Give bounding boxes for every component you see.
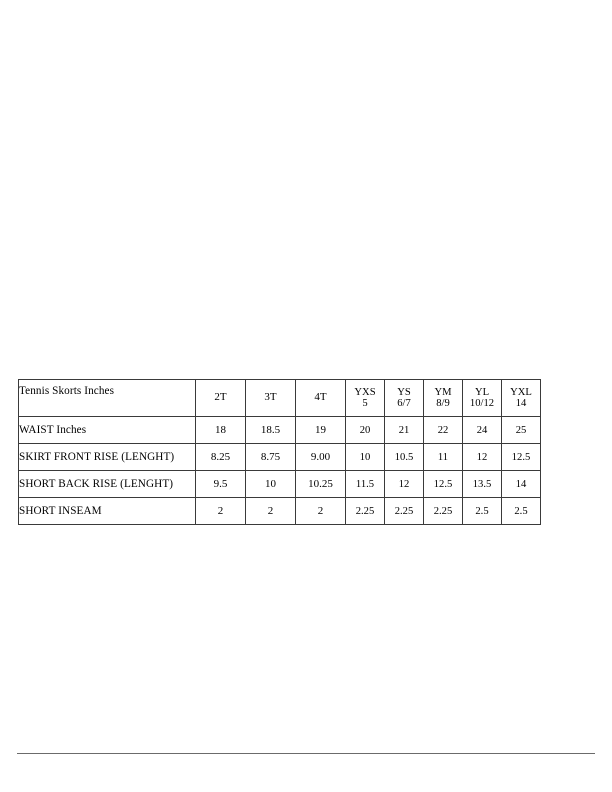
table-cell: 24: [462, 416, 502, 444]
table-row: WAIST Inches 18 18.5 19 20 21 22 24 25: [18, 416, 541, 444]
table-cell: 10: [245, 470, 296, 498]
column-header-2t: 2T: [195, 379, 246, 417]
table-cell: 12.5: [501, 443, 541, 471]
table-cell: 20: [345, 416, 385, 444]
size-number: 8/9: [436, 398, 450, 409]
table-row: SKIRT FRONT RISE (LENGHT) 8.25 8.75 9.00…: [18, 443, 541, 471]
column-header-yxl: YXL 14: [501, 379, 541, 417]
table-cell: 2.25: [384, 497, 424, 525]
row-label: SKIRT FRONT RISE (LENGHT): [18, 443, 196, 471]
size-chart-container: Tennis Skorts Inches 2T 3T 4T: [18, 379, 541, 525]
table-cell: 21: [384, 416, 424, 444]
table-row: SHORT BACK RISE (LENGHT) 9.5 10 10.25 11…: [18, 470, 541, 498]
table-cell: 9.00: [295, 443, 346, 471]
size-name: YXS: [354, 386, 376, 398]
size-name: 3T: [264, 391, 277, 404]
table-cell: 10.5: [384, 443, 424, 471]
footer-divider: [17, 753, 595, 754]
table-cell: 11.5: [345, 470, 385, 498]
size-label-stack: 4T: [296, 391, 345, 404]
table-cell: 12: [384, 470, 424, 498]
table-cell: 18: [195, 416, 246, 444]
column-header-ym: YM 8/9: [423, 379, 463, 417]
size-chart-table: Tennis Skorts Inches 2T 3T 4T: [18, 379, 541, 525]
table-cell: 2: [245, 497, 296, 525]
table-cell: 18.5: [245, 416, 296, 444]
table-cell: 12: [462, 443, 502, 471]
column-header-3t: 3T: [245, 379, 296, 417]
column-header-yl: YL 10/12: [462, 379, 502, 417]
table-cell: 12.5: [423, 470, 463, 498]
size-name: YM: [434, 386, 452, 398]
table-cell: 11: [423, 443, 463, 471]
size-label-stack: 2T: [196, 391, 245, 404]
table-cell: 10: [345, 443, 385, 471]
size-chart-body: Tennis Skorts Inches 2T 3T 4T: [18, 379, 541, 525]
table-cell: 2.5: [501, 497, 541, 525]
size-name: YL: [474, 386, 490, 398]
size-label-stack: YS 6/7: [385, 387, 423, 410]
row-label: SHORT INSEAM: [18, 497, 196, 525]
size-name: YS: [397, 386, 411, 398]
column-header-ys: YS 6/7: [384, 379, 424, 417]
size-name: 4T: [314, 391, 327, 404]
row-label: SHORT BACK RISE (LENGHT): [18, 470, 196, 498]
size-number: 14: [515, 398, 527, 409]
table-cell: 22: [423, 416, 463, 444]
table-cell: 9.5: [195, 470, 246, 498]
size-number: 6/7: [397, 398, 411, 409]
size-number: 10/12: [469, 398, 495, 409]
table-cell: 2: [195, 497, 246, 525]
table-cell: 14: [501, 470, 541, 498]
table-cell: 8.75: [245, 443, 296, 471]
size-number: 5: [362, 398, 368, 409]
size-label-stack: YXL 14: [502, 387, 540, 410]
table-cell: 19: [295, 416, 346, 444]
table-cell: 13.5: [462, 470, 502, 498]
size-label-stack: 3T: [246, 391, 295, 404]
table-cell: 2.5: [462, 497, 502, 525]
row-label: WAIST Inches: [18, 416, 196, 444]
table-cell: 2.25: [345, 497, 385, 525]
table-cell: 2: [295, 497, 346, 525]
table-cell: 10.25: [295, 470, 346, 498]
size-name: 2T: [214, 391, 227, 404]
size-label-stack: YL 10/12: [463, 387, 501, 410]
size-label-stack: YM 8/9: [424, 387, 462, 410]
table-corner-label: Tennis Skorts Inches: [18, 379, 196, 417]
table-cell: 25: [501, 416, 541, 444]
size-name: YXL: [510, 386, 532, 398]
column-header-4t: 4T: [295, 379, 346, 417]
table-cell: 2.25: [423, 497, 463, 525]
column-header-yxs: YXS 5: [345, 379, 385, 417]
table-cell: 8.25: [195, 443, 246, 471]
table-row: SHORT INSEAM 2 2 2 2.25 2.25 2.25 2.5 2.…: [18, 497, 541, 525]
size-label-stack: YXS 5: [346, 387, 384, 410]
table-header-row: Tennis Skorts Inches 2T 3T 4T: [18, 379, 541, 417]
